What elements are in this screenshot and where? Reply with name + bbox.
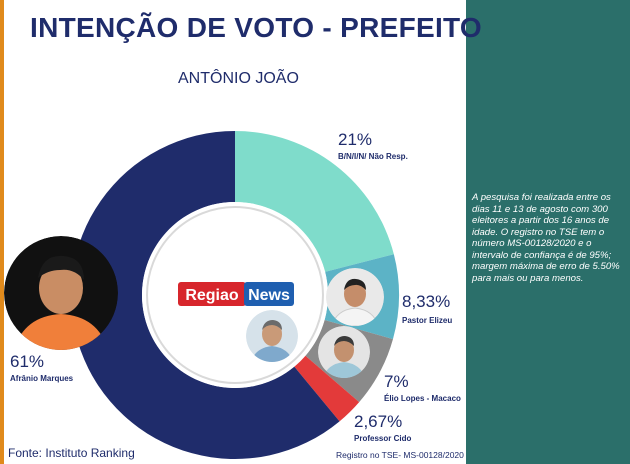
page-subtitle: ANTÔNIO JOÃO: [178, 70, 299, 87]
registration-footer: Registro no TSE- MS-00128/2020: [336, 450, 464, 460]
regiao-news-logo: Regiao News: [178, 282, 294, 306]
donut-slice-professor-cido: [294, 355, 360, 422]
slice-name-label-elio: Élio Lopes - Macaco: [384, 394, 461, 403]
left-accent-stripe: [0, 0, 4, 464]
slice-name-label-afranio: Afrânio Marques: [10, 374, 74, 383]
slice-value-label-afranio: 61%: [10, 352, 45, 371]
slice-name-label-elizeu: Pastor Elizeu: [402, 316, 453, 325]
slice-value-label-elizeu: 8,33%: [402, 292, 451, 311]
slice-name-label-nao-resp: B/N/I/N/ Não Resp.: [338, 152, 408, 161]
source-footer: Fonte: Instituto Ranking: [8, 446, 135, 460]
slice-name-label-cido: Professor Cido: [354, 434, 412, 443]
candidate-photo-cido: [246, 310, 298, 362]
donut-slice-b-n-i-n-n-o-resp: [235, 131, 394, 272]
slice-value-label-cido: 2,67%: [354, 412, 403, 431]
page-title: INTENÇÃO DE VOTO - PREFEITO: [30, 12, 482, 43]
logo-part2: News: [248, 287, 290, 304]
methodology-note: A pesquisa foi realizada entre os dias 1…: [472, 192, 620, 284]
candidate-photo-elizeu: [326, 268, 384, 326]
candidate-photo-afranio: [4, 236, 118, 350]
slice-value-label-nao-resp: 21%: [338, 130, 373, 149]
logo-part1: Regiao: [185, 287, 239, 304]
donut-slice-afr-nio-marques: [70, 131, 340, 459]
slice-value-label-elio: 7%: [384, 372, 409, 391]
candidate-photo-elio: [318, 326, 370, 378]
side-panel: [466, 0, 630, 464]
donut-inner-ring: [146, 206, 324, 384]
